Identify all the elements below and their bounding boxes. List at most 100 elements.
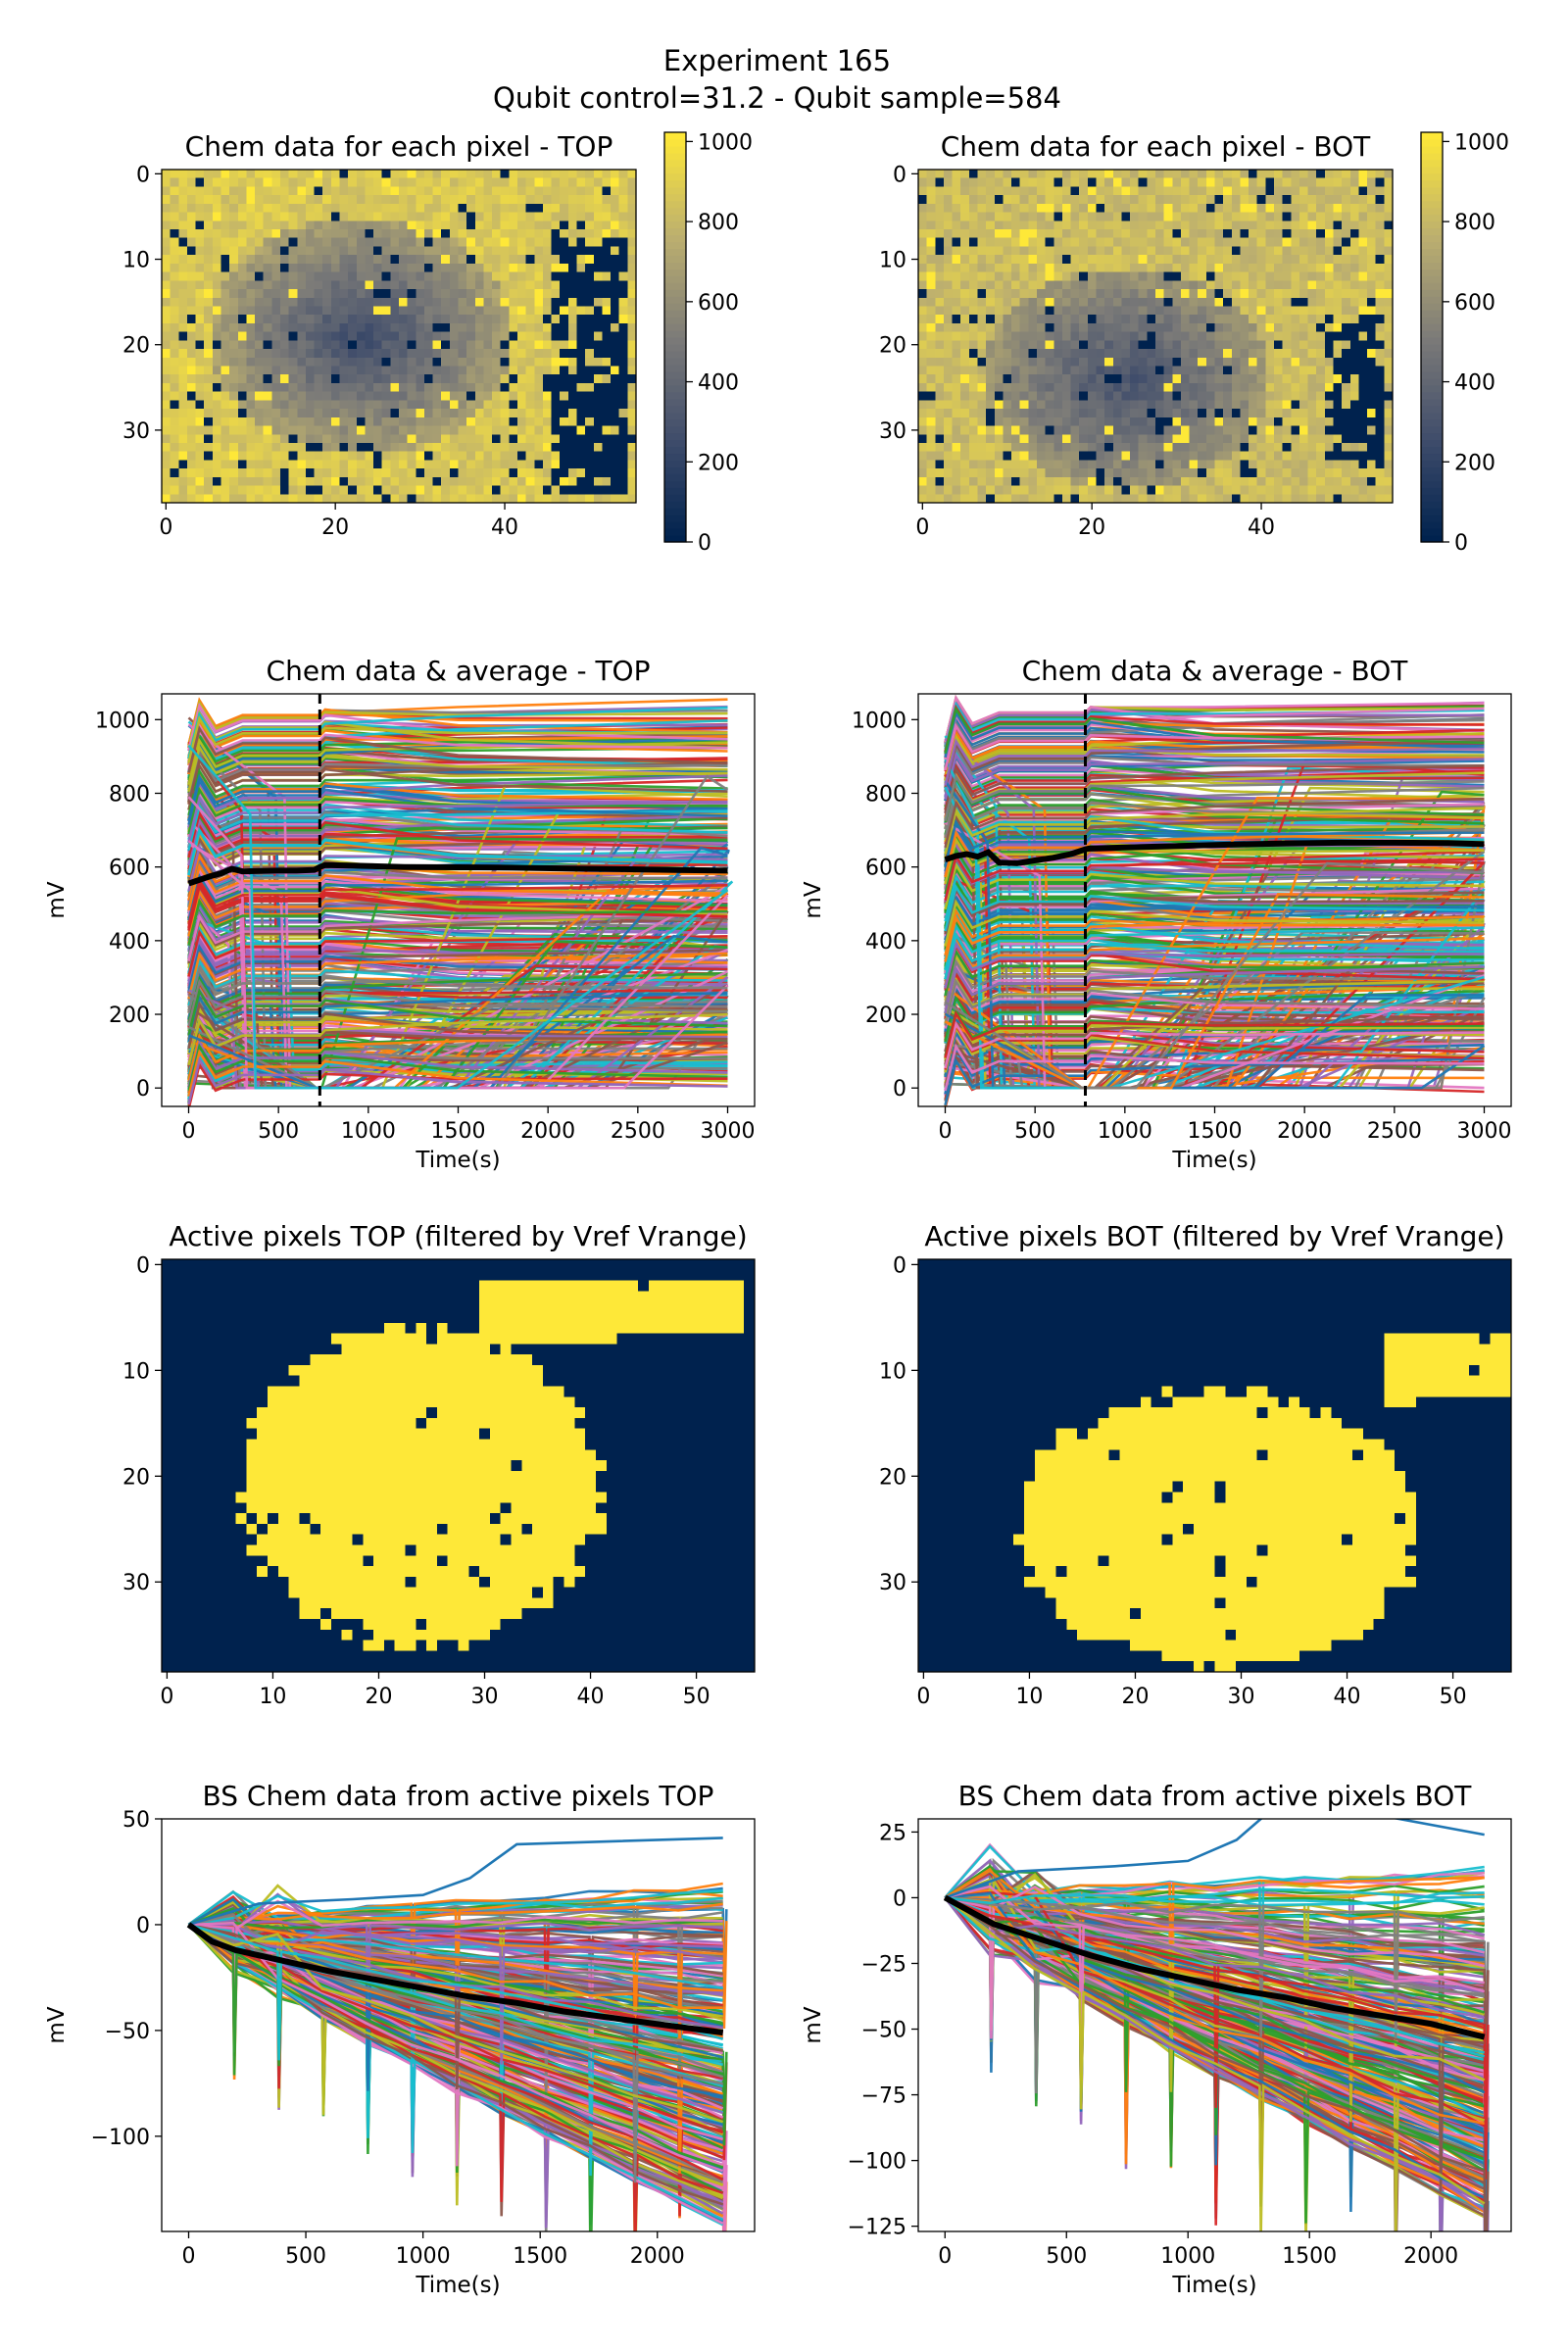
- heatmap-cell: [968, 220, 979, 230]
- heatmap-cell: [618, 289, 628, 299]
- heatmap-cell: [441, 246, 451, 256]
- heatmap-cell: [943, 476, 954, 487]
- heatmap-cell: [926, 416, 936, 427]
- heatmap-cell: [322, 391, 332, 401]
- heatmap-cell: [466, 374, 476, 384]
- colorbar-tick-label: 1000: [1454, 130, 1509, 155]
- heatmap-cell: [1061, 203, 1072, 214]
- heatmap-cell: [1155, 271, 1165, 281]
- heatmap-cell: [441, 170, 451, 179]
- heatmap-cell: [330, 297, 341, 308]
- heatmap-cell: [423, 476, 434, 487]
- heatmap-cell: [576, 220, 586, 230]
- heatmap-cell: [1189, 306, 1199, 316]
- heatmap-cell: [968, 322, 979, 333]
- heatmap-cell: [492, 331, 502, 341]
- heatmap-cell: [229, 366, 239, 375]
- heatmap-cell: [492, 237, 502, 248]
- heatmap-cell: [1205, 476, 1216, 487]
- heatmap-cell: [968, 460, 979, 469]
- heatmap-cell: [1121, 451, 1131, 462]
- heatmap-cell: [1045, 289, 1054, 299]
- heatmap-cell: [977, 322, 987, 333]
- heatmap-cell: [339, 416, 349, 427]
- heatmap-cell: [1333, 306, 1343, 316]
- heatmap-cell: [466, 416, 476, 427]
- heatmap-cell: [220, 485, 230, 495]
- heatmap-cell: [1265, 340, 1275, 350]
- heatmap-cell: [178, 322, 188, 333]
- heatmap-cell: [1054, 374, 1063, 384]
- heatmap-cell: [1079, 246, 1089, 256]
- heatmap-cell: [1205, 229, 1216, 239]
- heatmap-cell: [204, 203, 214, 214]
- colorbar-segment: [664, 282, 686, 290]
- heatmap-cell: [390, 451, 400, 462]
- heatmap-cell: [1189, 340, 1199, 350]
- heatmap-cell: [1147, 366, 1156, 375]
- heatmap-cell: [611, 297, 620, 308]
- heatmap-cell: [1172, 349, 1182, 359]
- heatmap-cell: [1104, 357, 1114, 368]
- heatmap-cell: [229, 400, 239, 410]
- heatmap-cell: [1130, 212, 1140, 221]
- heatmap-cell: [1367, 468, 1377, 478]
- heatmap-cell: [314, 416, 323, 427]
- heatmap-cell: [458, 485, 467, 495]
- heatmap-cell: [1274, 476, 1284, 487]
- heatmap-cell: [483, 237, 493, 248]
- heatmap-cell: [246, 271, 256, 281]
- heatmap-cell: [1045, 315, 1054, 324]
- heatmap-cell: [560, 442, 569, 453]
- heatmap-cell: [178, 357, 188, 368]
- heatmap-cell: [220, 237, 230, 248]
- heatmap-cell: [441, 400, 451, 410]
- heatmap-cell: [458, 451, 467, 462]
- heatmap-cell: [918, 331, 928, 341]
- heatmap-cell: [1172, 425, 1182, 435]
- heatmap-cell: [1003, 229, 1012, 239]
- heatmap-cell: [1240, 289, 1250, 299]
- heatmap-cell: [1096, 494, 1105, 504]
- heatmap-cell: [618, 170, 628, 179]
- heatmap-cell: [1324, 416, 1335, 427]
- heatmap-cell: [618, 212, 628, 221]
- heatmap-cell: [271, 220, 281, 230]
- heatmap-cell: [567, 263, 578, 273]
- heatmap-cell: [560, 494, 569, 504]
- heatmap-cell: [1298, 451, 1309, 462]
- heatmap-cell: [170, 315, 179, 324]
- heatmap-cell: [1375, 451, 1385, 462]
- heatmap-cell: [212, 203, 222, 214]
- heatmap-cell: [1011, 425, 1021, 435]
- heatmap-cell: [1019, 494, 1029, 504]
- heatmap-cell: [1349, 203, 1360, 214]
- heatmap-cell: [416, 255, 425, 265]
- heatmap-cell: [1087, 485, 1098, 495]
- heatmap-cell: [567, 374, 578, 384]
- heatmap-cell: [1367, 409, 1377, 418]
- heatmap-cell: [1291, 476, 1300, 487]
- colorbar-segment: [1421, 514, 1443, 522]
- heatmap-cell: [1172, 382, 1182, 393]
- heatmap-cell: [449, 322, 460, 333]
- heatmap-cell: [1104, 340, 1114, 350]
- heatmap-cell: [423, 177, 434, 188]
- heatmap-cell: [195, 460, 205, 469]
- heatmap-cell: [365, 229, 374, 239]
- heatmap-cell: [918, 263, 928, 273]
- heatmap-cell: [1079, 212, 1089, 221]
- heatmap-cell: [994, 442, 1004, 453]
- heatmap-cell: [280, 306, 290, 316]
- heatmap-cell: [271, 170, 281, 179]
- heatmap-cell: [186, 460, 197, 469]
- heatmap-cell: [416, 237, 425, 248]
- heatmap-cell: [1121, 494, 1131, 504]
- heatmap-cell: [390, 289, 400, 299]
- heatmap-cell: [1180, 382, 1191, 393]
- heatmap-cell: [305, 400, 316, 410]
- heatmap-cell: [1061, 186, 1072, 196]
- heatmap-cell: [525, 255, 535, 265]
- heatmap-cell: [1087, 331, 1098, 341]
- heatmap-cell: [1121, 280, 1131, 290]
